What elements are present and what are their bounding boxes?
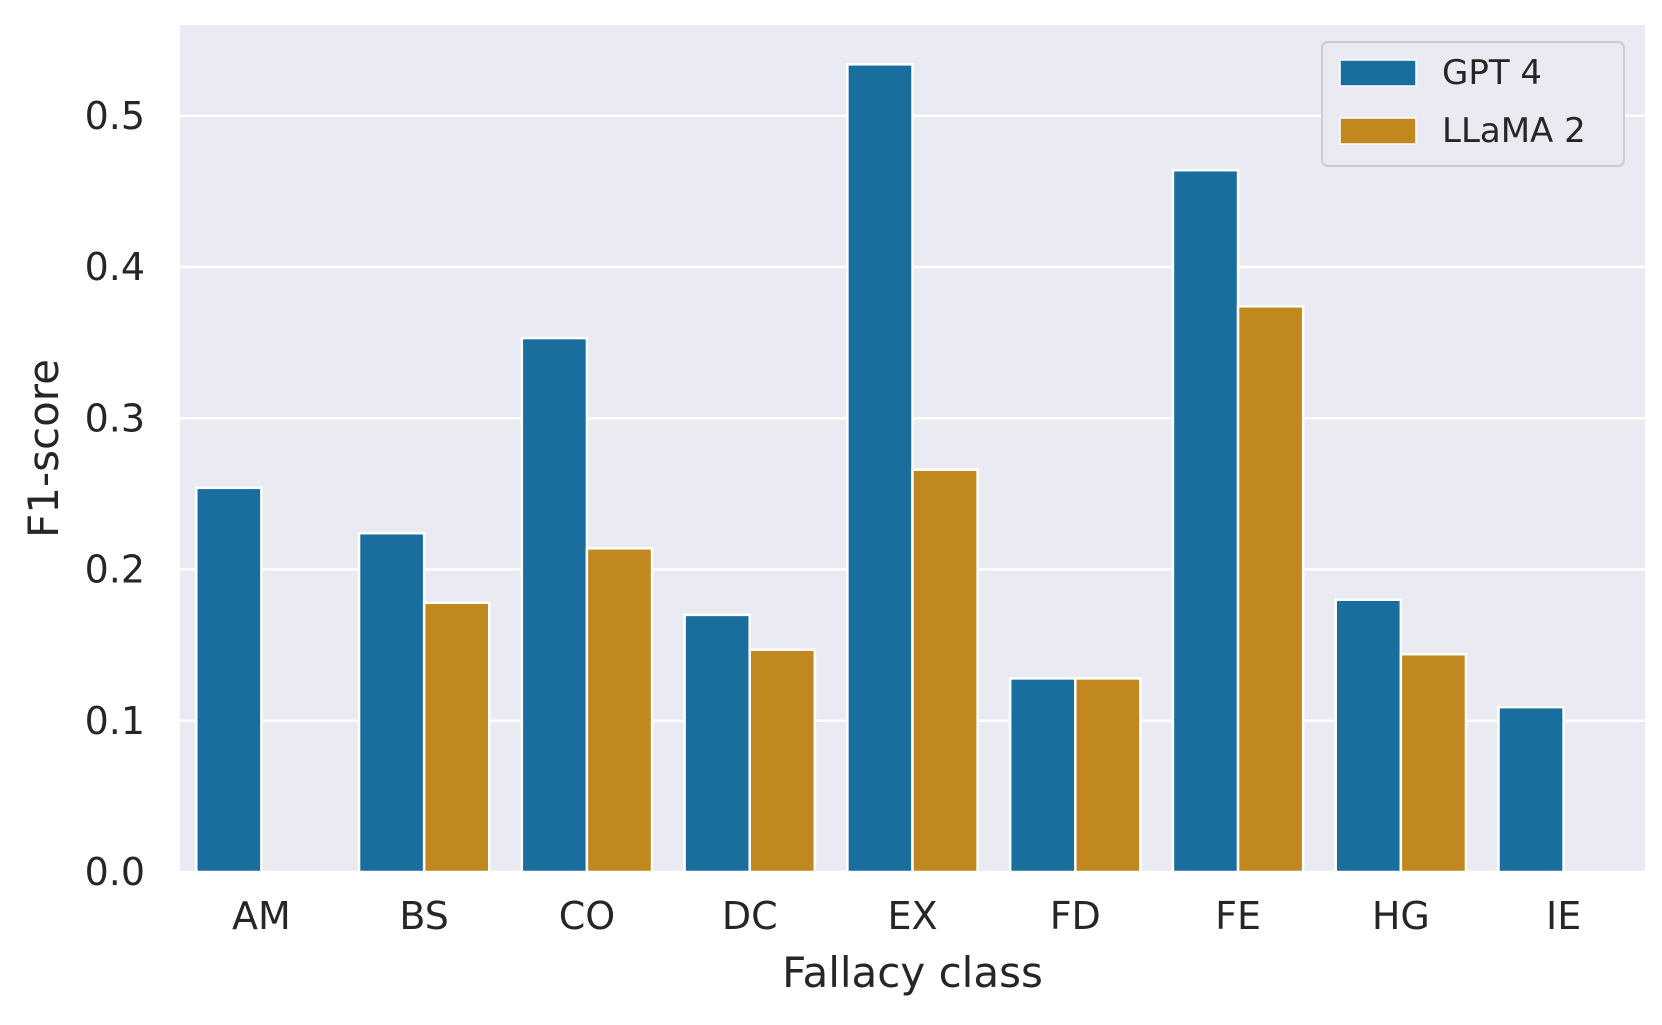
y-tick-label: 0.5 <box>85 94 145 138</box>
bar-llama-2-dc <box>748 648 817 874</box>
x-tick-label: AM <box>232 894 291 938</box>
bars <box>195 63 1565 874</box>
bar-llama-2-co <box>585 547 654 874</box>
x-tick-label: DC <box>722 894 778 938</box>
x-tick-labels: AM BS CO DC EX FD FE HG IE <box>232 894 1581 938</box>
x-tick-label: HG <box>1372 894 1430 938</box>
bar-gpt-4-co <box>520 336 589 874</box>
bar-gpt-4-hg <box>1334 598 1403 874</box>
y-axis-title: F1-score <box>19 359 68 538</box>
y-tick-labels: 0.0 0.1 0.2 0.3 0.4 0.5 <box>85 94 145 894</box>
legend-label: LLaMA 2 <box>1442 111 1586 151</box>
bar-gpt-4-bs <box>357 531 426 874</box>
bar-llama-2-bs <box>422 601 491 874</box>
x-tick-label: FE <box>1215 894 1261 938</box>
y-tick-label: 0.2 <box>85 548 145 592</box>
legend-swatch <box>1339 117 1417 145</box>
bar-gpt-4-dc <box>683 613 751 874</box>
bar-llama-2-fd <box>1074 677 1142 874</box>
x-tick-label: EX <box>887 894 937 938</box>
bar-gpt-4-fd <box>1008 677 1077 874</box>
bar-gpt-4-fe <box>1171 168 1240 874</box>
x-tick-label: CO <box>559 894 615 938</box>
y-tick-label: 0.1 <box>85 699 145 743</box>
bar-gpt-4-ie <box>1497 705 1565 874</box>
x-axis-title: Fallacy class <box>782 948 1043 997</box>
y-tick-label: 0.3 <box>85 396 145 440</box>
legend-swatch <box>1339 59 1417 87</box>
legend-label: GPT 4 <box>1442 53 1542 93</box>
bar-llama-2-fe <box>1236 305 1305 874</box>
bar-llama-2-hg <box>1399 652 1468 874</box>
bar-llama-2-ex <box>911 468 979 874</box>
bar-gpt-4-am <box>195 486 263 874</box>
x-tick-label: IE <box>1546 894 1581 938</box>
x-tick-label: BS <box>399 894 449 938</box>
y-tick-label: 0.4 <box>85 245 145 289</box>
y-tick-label: 0.0 <box>85 850 145 894</box>
bar-gpt-4-ex <box>846 63 914 874</box>
x-tick-label: FD <box>1050 894 1101 938</box>
legend[interactable]: GPT 4 LLaMA 2 <box>1321 41 1625 167</box>
